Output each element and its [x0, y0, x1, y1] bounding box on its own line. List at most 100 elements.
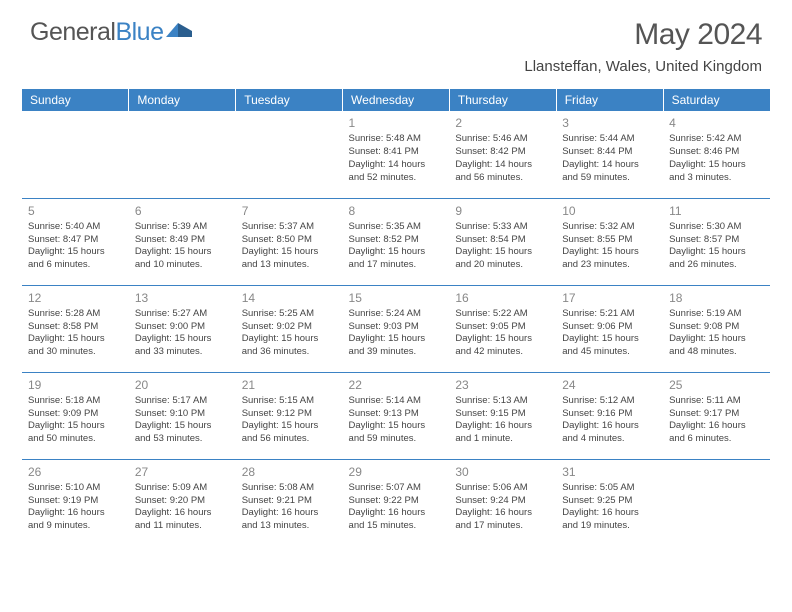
- day-number: 18: [669, 290, 764, 306]
- sunset-text: Sunset: 9:22 PM: [349, 495, 444, 508]
- day-header: Thursday: [449, 89, 556, 111]
- daylight-text: Daylight: 16 hours and 17 minutes.: [455, 507, 550, 533]
- calendar-day: 13Sunrise: 5:27 AMSunset: 9:00 PMDayligh…: [129, 285, 236, 372]
- sunrise-text: Sunrise: 5:39 AM: [135, 221, 230, 234]
- sunrise-text: Sunrise: 5:33 AM: [455, 221, 550, 234]
- location-text: Llansteffan, Wales, United Kingdom: [524, 58, 762, 75]
- sunset-text: Sunset: 9:16 PM: [562, 408, 657, 421]
- day-number: 4: [669, 115, 764, 131]
- sunrise-text: Sunrise: 5:07 AM: [349, 482, 444, 495]
- day-number: 13: [135, 290, 230, 306]
- sunrise-text: Sunrise: 5:27 AM: [135, 308, 230, 321]
- calendar-day: 19Sunrise: 5:18 AMSunset: 9:09 PMDayligh…: [22, 372, 129, 459]
- day-number: 3: [562, 115, 657, 131]
- sunset-text: Sunset: 9:02 PM: [242, 321, 337, 334]
- daylight-text: Daylight: 15 hours and 3 minutes.: [669, 159, 764, 185]
- calendar-day: 6 Sunrise: 5:39 AMSunset: 8:49 PMDaylight…: [129, 198, 236, 285]
- calendar-day: 31Sunrise: 5:05 AMSunset: 9:25 PMDayligh…: [556, 459, 663, 546]
- calendar-day: 2Sunrise: 5:46 AMSunset: 8:42 PMDaylight…: [449, 111, 556, 198]
- day-header: Sunday: [22, 89, 129, 111]
- calendar-day: 12Sunrise: 5:28 AMSunset: 8:58 PMDayligh…: [22, 285, 129, 372]
- calendar-week: 1Sunrise: 5:48 AMSunset: 8:41 PMDaylight…: [22, 111, 770, 198]
- daylight-text: Daylight: 15 hours and 48 minutes.: [669, 333, 764, 359]
- day-number: 25: [669, 377, 764, 393]
- daylight-text: Daylight: 16 hours and 11 minutes.: [135, 507, 230, 533]
- calendar-day: 29Sunrise: 5:07 AMSunset: 9:22 PMDayligh…: [343, 459, 450, 546]
- sunrise-text: Sunrise: 5:18 AM: [28, 395, 123, 408]
- day-number: 16: [455, 290, 550, 306]
- day-number: 5: [28, 203, 123, 219]
- calendar-day: 21Sunrise: 5:15 AMSunset: 9:12 PMDayligh…: [236, 372, 343, 459]
- sunset-text: Sunset: 9:09 PM: [28, 408, 123, 421]
- daylight-text: Daylight: 15 hours and 59 minutes.: [349, 420, 444, 446]
- daylight-text: Daylight: 15 hours and 20 minutes.: [455, 246, 550, 272]
- day-header: Tuesday: [236, 89, 343, 111]
- calendar-day: 22Sunrise: 5:14 AMSunset: 9:13 PMDayligh…: [343, 372, 450, 459]
- calendar-day: 10Sunrise: 5:32 AMSunset: 8:55 PMDayligh…: [556, 198, 663, 285]
- daylight-text: Daylight: 15 hours and 45 minutes.: [562, 333, 657, 359]
- sunrise-text: Sunrise: 5:17 AM: [135, 395, 230, 408]
- calendar-header-row: SundayMondayTuesdayWednesdayThursdayFrid…: [22, 89, 770, 111]
- day-number: 17: [562, 290, 657, 306]
- sunset-text: Sunset: 9:24 PM: [455, 495, 550, 508]
- daylight-text: Daylight: 15 hours and 56 minutes.: [242, 420, 337, 446]
- day-number: 9: [455, 203, 550, 219]
- daylight-text: Daylight: 16 hours and 4 minutes.: [562, 420, 657, 446]
- sunrise-text: Sunrise: 5:19 AM: [669, 308, 764, 321]
- day-number: 1: [349, 115, 444, 131]
- sunset-text: Sunset: 9:03 PM: [349, 321, 444, 334]
- calendar-day: 14Sunrise: 5:25 AMSunset: 9:02 PMDayligh…: [236, 285, 343, 372]
- calendar-day: 27Sunrise: 5:09 AMSunset: 9:20 PMDayligh…: [129, 459, 236, 546]
- daylight-text: Daylight: 15 hours and 17 minutes.: [349, 246, 444, 272]
- calendar-day: 8Sunrise: 5:35 AMSunset: 8:52 PMDaylight…: [343, 198, 450, 285]
- daylight-text: Daylight: 15 hours and 23 minutes.: [562, 246, 657, 272]
- calendar-day: 9Sunrise: 5:33 AMSunset: 8:54 PMDaylight…: [449, 198, 556, 285]
- daylight-text: Daylight: 15 hours and 42 minutes.: [455, 333, 550, 359]
- sunrise-text: Sunrise: 5:21 AM: [562, 308, 657, 321]
- calendar-day: 16Sunrise: 5:22 AMSunset: 9:05 PMDayligh…: [449, 285, 556, 372]
- day-number: 15: [349, 290, 444, 306]
- day-number: 11: [669, 203, 764, 219]
- sunrise-text: Sunrise: 5:09 AM: [135, 482, 230, 495]
- day-number: 21: [242, 377, 337, 393]
- sunset-text: Sunset: 9:15 PM: [455, 408, 550, 421]
- sunset-text: Sunset: 8:47 PM: [28, 234, 123, 247]
- sunset-text: Sunset: 9:25 PM: [562, 495, 657, 508]
- sunset-text: Sunset: 8:50 PM: [242, 234, 337, 247]
- sunset-text: Sunset: 8:42 PM: [455, 146, 550, 159]
- daylight-text: Daylight: 15 hours and 33 minutes.: [135, 333, 230, 359]
- sunset-text: Sunset: 8:44 PM: [562, 146, 657, 159]
- calendar-day: 11Sunrise: 5:30 AMSunset: 8:57 PMDayligh…: [663, 198, 770, 285]
- sunrise-text: Sunrise: 5:15 AM: [242, 395, 337, 408]
- calendar-day: 1Sunrise: 5:48 AMSunset: 8:41 PMDaylight…: [343, 111, 450, 198]
- sunrise-text: Sunrise: 5:28 AM: [28, 308, 123, 321]
- daylight-text: Daylight: 14 hours and 59 minutes.: [562, 159, 657, 185]
- sunrise-text: Sunrise: 5:14 AM: [349, 395, 444, 408]
- daylight-text: Daylight: 15 hours and 53 minutes.: [135, 420, 230, 446]
- sunset-text: Sunset: 8:46 PM: [669, 146, 764, 159]
- day-number: 19: [28, 377, 123, 393]
- day-header: Friday: [556, 89, 663, 111]
- calendar-day: 15Sunrise: 5:24 AMSunset: 9:03 PMDayligh…: [343, 285, 450, 372]
- day-number: 26: [28, 464, 123, 480]
- daylight-text: Daylight: 15 hours and 26 minutes.: [669, 246, 764, 272]
- day-number: 6: [135, 203, 230, 219]
- calendar-table: SundayMondayTuesdayWednesdayThursdayFrid…: [22, 89, 770, 546]
- sunrise-text: Sunrise: 5:48 AM: [349, 133, 444, 146]
- brand-logo: GeneralBlue: [30, 18, 192, 47]
- day-number: 7: [242, 203, 337, 219]
- sunset-text: Sunset: 9:10 PM: [135, 408, 230, 421]
- sunset-text: Sunset: 9:19 PM: [28, 495, 123, 508]
- daylight-text: Daylight: 16 hours and 13 minutes.: [242, 507, 337, 533]
- sunrise-text: Sunrise: 5:46 AM: [455, 133, 550, 146]
- calendar-body: 1Sunrise: 5:48 AMSunset: 8:41 PMDaylight…: [22, 111, 770, 546]
- sunrise-text: Sunrise: 5:11 AM: [669, 395, 764, 408]
- daylight-text: Daylight: 15 hours and 10 minutes.: [135, 246, 230, 272]
- day-number: 14: [242, 290, 337, 306]
- calendar-day: 23Sunrise: 5:13 AMSunset: 9:15 PMDayligh…: [449, 372, 556, 459]
- logo-mark-icon: [166, 19, 192, 39]
- day-number: 30: [455, 464, 550, 480]
- sunset-text: Sunset: 8:49 PM: [135, 234, 230, 247]
- calendar-day-empty: [22, 111, 129, 198]
- daylight-text: Daylight: 14 hours and 56 minutes.: [455, 159, 550, 185]
